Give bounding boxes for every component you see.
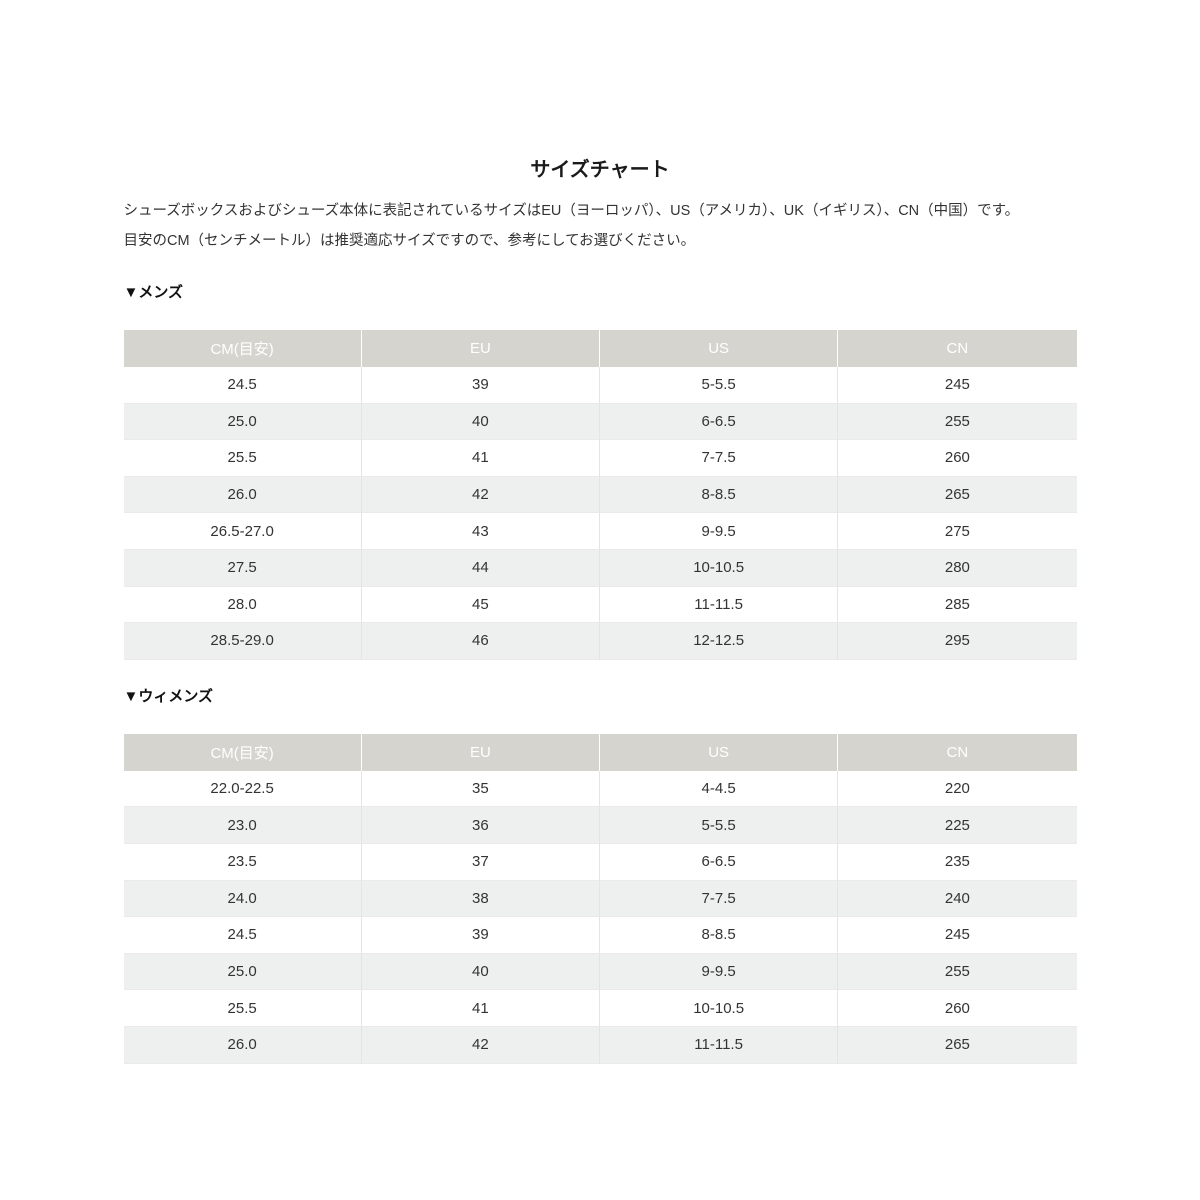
column-header: EU — [361, 733, 600, 771]
table-row: 25.5 41 7-7.5 260 — [123, 440, 1077, 477]
table-cell: 255 — [838, 953, 1077, 991]
table-cell: 8-8.5 — [600, 917, 839, 954]
page-title: サイズチャート — [530, 159, 670, 181]
table-cell: 38 — [361, 880, 600, 918]
table-cell: 42 — [361, 1026, 600, 1064]
table-cell: 255 — [838, 403, 1077, 441]
table-cell: 11-11.5 — [600, 586, 839, 624]
table-cell: 245 — [838, 917, 1077, 954]
table-row: 27.5 44 10-10.5 280 — [123, 549, 1077, 587]
section-heading-womens: ▼ウィメンズ — [123, 687, 214, 705]
header-row: CM(目安) EU US CN — [123, 733, 1077, 771]
table-cell: 280 — [838, 549, 1077, 587]
table-cell: 6-6.5 — [600, 403, 839, 441]
table-cell: 10-10.5 — [600, 990, 839, 1027]
table-row: 24.5 39 5-5.5 245 — [123, 367, 1077, 404]
table-cell: 35 — [361, 770, 600, 808]
table-cell: 39 — [361, 367, 600, 404]
table-cell: 43 — [361, 513, 600, 550]
table-row: 25.5 41 10-10.5 260 — [123, 990, 1077, 1027]
column-header: EU — [361, 330, 600, 367]
table-cell: 24.5 — [123, 367, 362, 404]
table-row: 24.0 38 7-7.5 240 — [123, 880, 1077, 918]
table-cell: 28.5-29.0 — [123, 623, 362, 660]
table-cell: 45 — [361, 586, 600, 624]
table-cell: 27.5 — [123, 549, 362, 587]
table-cell: 7-7.5 — [600, 440, 839, 477]
table-cell: 265 — [838, 476, 1077, 514]
table-cell: 24.5 — [123, 917, 362, 954]
table-cell: 23.5 — [123, 843, 362, 881]
table-cell: 11-11.5 — [600, 1026, 839, 1064]
table-cell: 295 — [838, 623, 1077, 660]
table-cell: 6-6.5 — [600, 843, 839, 881]
table-row: 26.0 42 8-8.5 265 — [123, 476, 1077, 514]
table-cell: 44 — [361, 549, 600, 587]
table-row: 24.5 39 8-8.5 245 — [123, 917, 1077, 954]
table-cell: 5-5.5 — [600, 807, 839, 844]
table-cell: 36 — [361, 807, 600, 844]
table-cell: 265 — [838, 1026, 1077, 1064]
table-cell: 285 — [838, 586, 1077, 624]
section-heading-mens: ▼メンズ — [123, 284, 184, 301]
table-cell: 10-10.5 — [600, 549, 839, 587]
table-cell: 41 — [361, 990, 600, 1027]
table-cell: 25.0 — [123, 403, 362, 441]
table-cell: 22.0-22.5 — [123, 770, 362, 808]
column-header: CM(目安) — [123, 330, 362, 367]
table-cell: 26.0 — [123, 1026, 362, 1064]
table-row: 28.5-29.0 46 12-12.5 295 — [123, 623, 1077, 660]
table-row: 28.0 45 11-11.5 285 — [123, 586, 1077, 624]
table-cell: 240 — [838, 880, 1077, 918]
table-cell: 23.0 — [123, 807, 362, 844]
table-cell: 24.0 — [123, 880, 362, 918]
size-chart-page: サイズチャート シューズボックスおよびシューズ本体に表記されているサイズはEU（… — [123, 0, 1077, 1064]
column-header: CM(目安) — [123, 733, 362, 771]
intro-line-2: 目安のCM（センチメートル）は推奨適応サイズですので、参考にしてお選びください。 — [123, 233, 696, 249]
table-row: 23.0 36 5-5.5 225 — [123, 807, 1077, 844]
column-header: US — [600, 733, 839, 771]
header-row: CM(目安) EU US CN — [123, 330, 1077, 367]
table-row: 26.0 42 11-11.5 265 — [123, 1026, 1077, 1064]
column-header: CN — [838, 733, 1077, 771]
table-cell: 39 — [361, 917, 600, 954]
table-row: 23.5 37 6-6.5 235 — [123, 843, 1077, 881]
table-cell: 28.0 — [123, 586, 362, 624]
table-row: 26.5-27.0 43 9-9.5 275 — [123, 513, 1077, 550]
table-cell: 225 — [838, 807, 1077, 844]
table-cell: 9-9.5 — [600, 953, 839, 991]
table-cell: 260 — [838, 990, 1077, 1027]
table-cell: 9-9.5 — [600, 513, 839, 550]
table-row: 25.0 40 9-9.5 255 — [123, 953, 1077, 991]
table-cell: 37 — [361, 843, 600, 881]
table-cell: 275 — [838, 513, 1077, 550]
column-header: US — [600, 330, 839, 367]
table-cell: 26.5-27.0 — [123, 513, 362, 550]
table-cell: 46 — [361, 623, 600, 660]
table-cell: 5-5.5 — [600, 367, 839, 404]
table-cell: 245 — [838, 367, 1077, 404]
column-header: CN — [838, 330, 1077, 367]
table-cell: 26.0 — [123, 476, 362, 514]
table-cell: 41 — [361, 440, 600, 477]
table-cell: 40 — [361, 953, 600, 991]
table-cell: 12-12.5 — [600, 623, 839, 660]
table-cell: 235 — [838, 843, 1077, 881]
table-cell: 8-8.5 — [600, 476, 839, 514]
table-cell: 42 — [361, 476, 600, 514]
table-row: 25.0 40 6-6.5 255 — [123, 403, 1077, 441]
table-cell: 260 — [838, 440, 1077, 477]
table-cell: 40 — [361, 403, 600, 441]
table-cell: 7-7.5 — [600, 880, 839, 918]
table-cell: 25.5 — [123, 440, 362, 477]
womens-size-table: CM(目安) EU US CN 22.0-22.5 35 4-4.5 220 23.0 36 5-5… — [123, 733, 1077, 1064]
intro-text: シューズボックスおよびシューズ本体に表記されているサイズはEU（ヨーロッパ）、U… — [124, 196, 1077, 256]
intro-line-1: シューズボックスおよびシューズ本体に表記されているサイズはEU（ヨーロッパ）、U… — [123, 203, 1020, 219]
table-cell: 220 — [838, 770, 1077, 808]
mens-size-table: CM(目安) EU US CN 24.5 39 5-5.5 245 25.0 40 6-6.5 255… — [123, 330, 1077, 660]
table-cell: 4-4.5 — [600, 770, 839, 808]
table-cell: 25.0 — [123, 953, 362, 991]
table-cell: 25.5 — [123, 990, 362, 1027]
table-row: 22.0-22.5 35 4-4.5 220 — [123, 770, 1077, 808]
